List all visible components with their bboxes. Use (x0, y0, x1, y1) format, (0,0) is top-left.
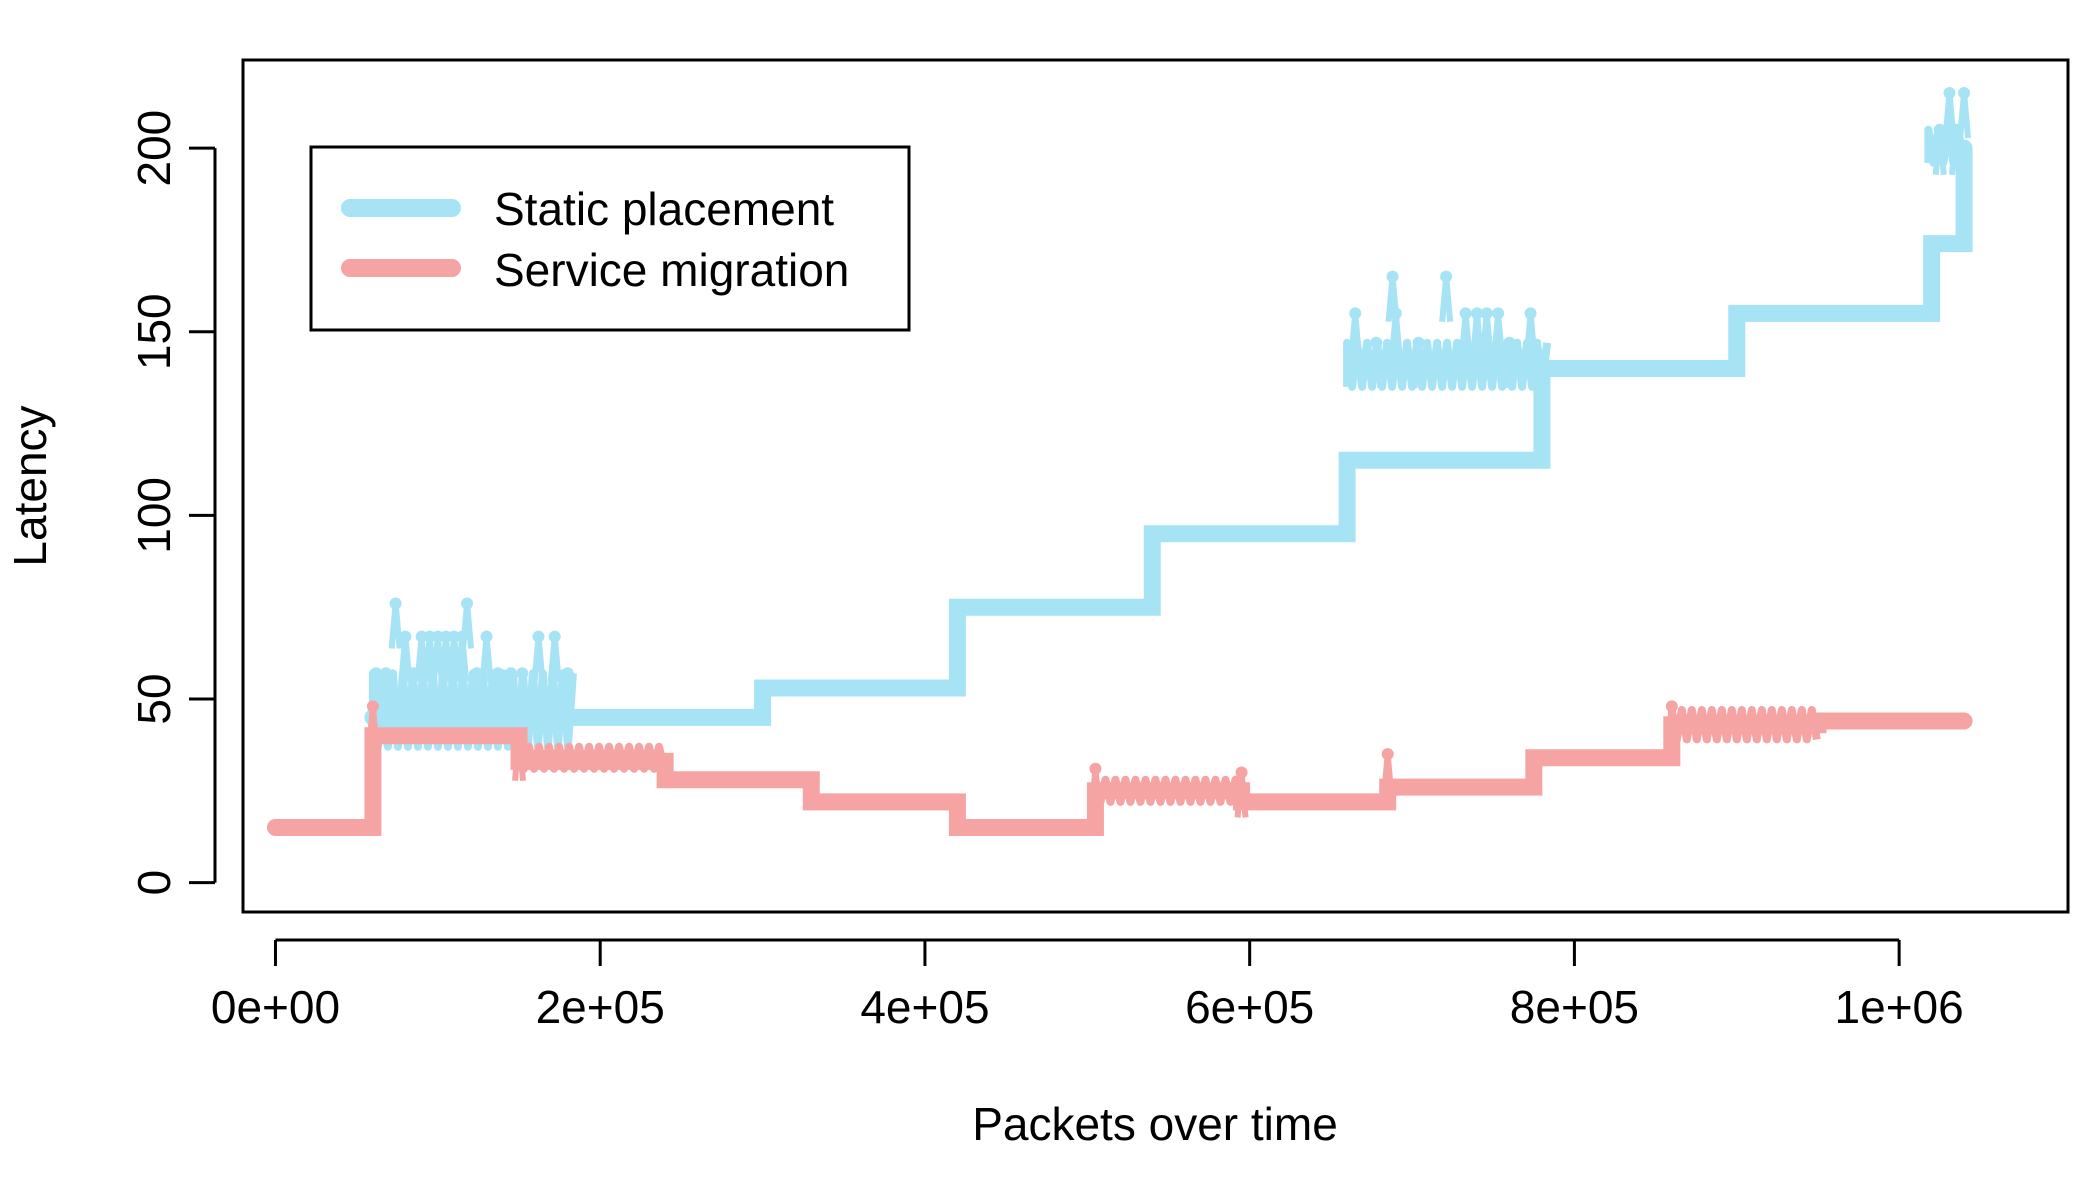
step-line (364, 139, 1973, 726)
spike-point (470, 667, 483, 680)
y-tick-label: 100 (128, 477, 180, 554)
spike-point (370, 667, 383, 680)
spike (531, 633, 546, 682)
series-layer (266, 87, 1973, 837)
x-tick-label: 2e+05 (536, 981, 665, 1033)
spike-point (1381, 748, 1394, 761)
y-tick-label: 200 (128, 110, 180, 187)
spike-point (1958, 87, 1971, 100)
x-tick-label: 1e+06 (1835, 981, 1964, 1033)
spike-point (1943, 87, 1956, 100)
series-static-placement (364, 87, 1973, 751)
x-tick-label: 6e+05 (1185, 981, 1314, 1033)
spike-point (461, 597, 474, 610)
spike-point (399, 630, 412, 643)
spike-point (1480, 307, 1493, 320)
spike-point (548, 630, 561, 643)
x-tick-label: 4e+05 (860, 981, 989, 1033)
spike-point (1459, 307, 1472, 320)
spike-point (1665, 700, 1678, 713)
y-axis: 0 50 100 150 200 (128, 110, 217, 896)
spike-point (1492, 307, 1505, 320)
spike (1234, 769, 1249, 818)
spike-point (1089, 762, 1102, 775)
noise-band (1091, 775, 1245, 806)
spike (1957, 90, 1972, 139)
spike-point (366, 700, 379, 713)
spike-point (1389, 307, 1402, 320)
spike-point (389, 597, 402, 610)
spike-point (516, 667, 529, 680)
legend-label-migration: Service migration (494, 244, 849, 296)
spike-point (1370, 336, 1383, 349)
spike (512, 732, 527, 781)
x-tick-label: 0e+00 (211, 981, 340, 1033)
spike (388, 600, 403, 649)
spike-point (504, 667, 517, 680)
spike-point (1933, 123, 1946, 136)
spike-point (561, 667, 574, 680)
spike-point (1503, 336, 1516, 349)
spike-point (1349, 307, 1362, 320)
spike (1932, 126, 1947, 176)
noise-band (1667, 706, 1821, 744)
spike-point (1412, 336, 1425, 349)
spike (460, 600, 475, 649)
spike-point (491, 667, 504, 680)
legend-box (309, 145, 911, 332)
x-axis: 0e+00 2e+05 4e+05 6e+05 8e+05 1e+06 (211, 938, 1964, 1033)
series-service-migration (266, 700, 1973, 837)
plot-frame (241, 58, 2070, 914)
y-tick-label: 150 (128, 293, 180, 370)
spike-point (532, 630, 545, 643)
legend: Static placement Service migration (309, 145, 911, 332)
spike-point (1235, 766, 1248, 779)
y-tick-label: 50 (128, 673, 180, 724)
x-axis-label: Packets over time (972, 1098, 1338, 1150)
spike-point (480, 630, 493, 643)
y-axis-label: Latency (4, 405, 56, 566)
y-tick-label: 0 (128, 870, 180, 896)
legend-label-static: Static placement (494, 183, 834, 235)
spike (1439, 273, 1454, 322)
spike-point (1386, 270, 1399, 283)
spike-point (379, 667, 392, 680)
x-tick-label: 8e+05 (1510, 981, 1639, 1033)
spike-point (513, 729, 526, 742)
spike-point (1470, 307, 1483, 320)
spike-point (1440, 270, 1453, 283)
noise-band (515, 742, 668, 773)
spike-point (1524, 307, 1537, 320)
